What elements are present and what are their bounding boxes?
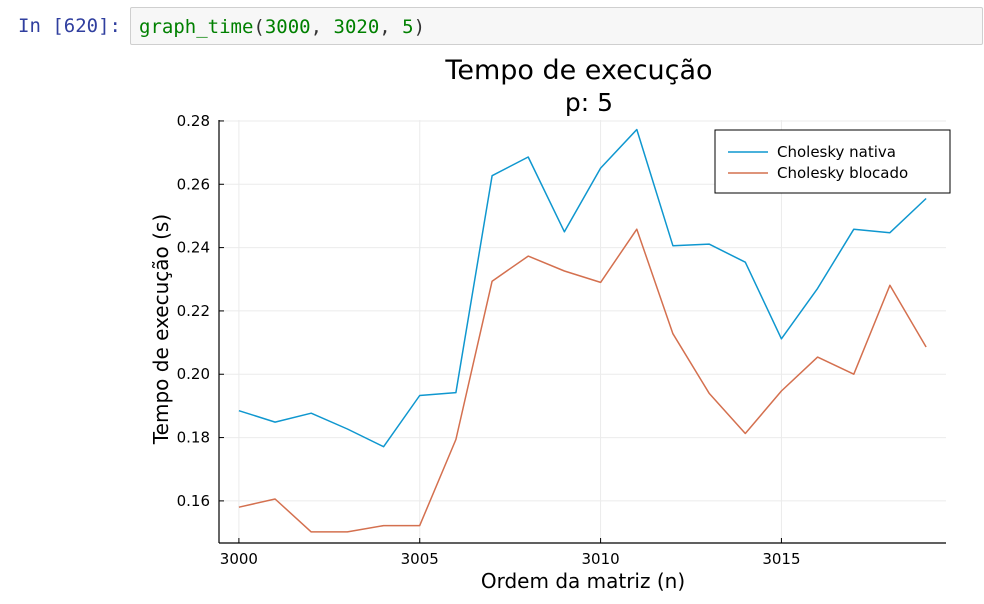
- y-tick-label: 0.26: [177, 175, 210, 193]
- plot-frame: [218, 120, 946, 544]
- chart-title: Tempo de execução: [444, 55, 712, 86]
- y-tick-label: 0.22: [177, 302, 210, 320]
- series-line-cholesky-nativa: [238, 128, 927, 448]
- x-tick-label: 3005: [401, 550, 439, 568]
- x-tick-label: 3010: [581, 550, 619, 568]
- x-axis-label: Ordem da matriz (n): [481, 569, 685, 593]
- code-line: graph_time(3000, 3020, 5): [139, 16, 425, 38]
- x-tick-label: 3000: [220, 550, 258, 568]
- series-line-cholesky-blocado: [238, 228, 927, 533]
- line-chart: 3000 3005 3010 3015 0.16 0.18 0.20 0.22 0.24 0.26…: [149, 55, 951, 593]
- y-tick-label: 0.24: [177, 239, 210, 257]
- legend-label-cholesky-blocado: Cholesky blocado: [777, 164, 908, 182]
- legend-label-cholesky-nativa: Cholesky nativa: [777, 143, 896, 161]
- code-function-name: graph_time: [139, 16, 254, 38]
- code-close-paren: ): [413, 16, 426, 38]
- series-lines: [238, 128, 927, 533]
- y-tick-label: 0.18: [177, 429, 210, 447]
- y-tick-label: 0.16: [177, 492, 210, 510]
- code-arg-end: 3020: [333, 16, 380, 38]
- y-tick-label: 0.20: [177, 365, 210, 383]
- legend-box: [714, 129, 951, 194]
- code-input[interactable]: graph_time(3000, 3020, 5): [130, 7, 983, 45]
- legend: Cholesky nativa Cholesky blocado: [714, 129, 951, 194]
- code-separator: ,: [379, 16, 403, 38]
- code-arg-start: 3000: [264, 16, 311, 38]
- axis-ticks: 3000 3005 3010 3015 0.16 0.18 0.20 0.22 0.24 0.26…: [177, 112, 801, 568]
- code-separator: ,: [310, 16, 334, 38]
- code-open-paren: (: [253, 16, 265, 38]
- x-tick-label: 3015: [762, 550, 800, 568]
- code-arg-p: 5: [402, 16, 414, 38]
- cell-prompt: In [620]:: [18, 15, 121, 37]
- y-tick-label: 0.28: [177, 112, 210, 130]
- y-axis-label: Tempo de execução (s): [149, 214, 173, 445]
- chart-subtitle: p: 5: [565, 88, 613, 117]
